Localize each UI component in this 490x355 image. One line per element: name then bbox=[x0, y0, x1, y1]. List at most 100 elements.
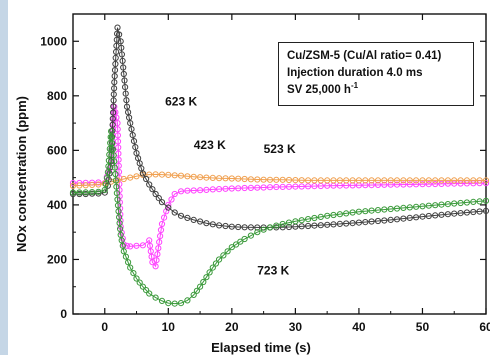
curve-label: 523 K bbox=[264, 142, 296, 156]
data-point bbox=[110, 152, 117, 159]
data-point bbox=[406, 204, 413, 211]
data-point bbox=[463, 177, 470, 184]
data-point bbox=[285, 176, 293, 184]
data-point bbox=[228, 175, 235, 182]
data-point bbox=[463, 199, 470, 206]
data-point bbox=[387, 205, 394, 213]
data-point bbox=[413, 177, 420, 184]
data-point bbox=[368, 218, 375, 225]
data-point bbox=[95, 181, 102, 188]
data-point bbox=[111, 85, 118, 92]
data-point bbox=[76, 182, 83, 189]
data-point bbox=[193, 287, 200, 294]
data-point bbox=[482, 197, 490, 204]
data-point bbox=[190, 173, 197, 180]
data-point bbox=[123, 242, 131, 249]
data-point bbox=[247, 232, 254, 239]
data-point bbox=[116, 214, 123, 221]
data-point bbox=[171, 300, 178, 307]
data-point bbox=[298, 217, 305, 224]
data-point bbox=[438, 180, 445, 187]
data-point bbox=[104, 169, 112, 176]
data-point bbox=[184, 214, 191, 221]
data-point bbox=[113, 36, 120, 43]
data-point bbox=[317, 213, 324, 220]
data-point bbox=[143, 287, 150, 294]
data-point bbox=[349, 177, 356, 184]
data-point bbox=[156, 239, 163, 246]
data-point bbox=[457, 210, 464, 217]
data-point bbox=[113, 114, 120, 121]
data-point bbox=[108, 128, 115, 135]
data-point bbox=[247, 224, 254, 231]
y-tick-label: 200 bbox=[47, 252, 67, 266]
data-point bbox=[111, 79, 118, 86]
data-point bbox=[387, 181, 394, 188]
data-point bbox=[190, 187, 197, 194]
data-point bbox=[228, 185, 235, 192]
data-point bbox=[476, 208, 483, 215]
data-point bbox=[451, 200, 458, 207]
data-point bbox=[203, 220, 210, 227]
data-point bbox=[393, 181, 401, 188]
data-point bbox=[197, 174, 204, 181]
data-point bbox=[317, 222, 324, 229]
x-tick-label: 50 bbox=[416, 320, 430, 334]
data-point bbox=[105, 163, 112, 170]
curve-label: 723 K bbox=[257, 263, 289, 277]
data-point bbox=[103, 175, 111, 182]
data-point bbox=[158, 220, 166, 228]
data-point bbox=[374, 217, 382, 225]
data-point bbox=[121, 77, 128, 84]
data-point bbox=[444, 177, 451, 184]
data-point bbox=[209, 221, 216, 228]
data-point bbox=[146, 171, 153, 178]
data-point bbox=[171, 172, 178, 179]
y-tick-label: 400 bbox=[47, 198, 67, 212]
data-point bbox=[419, 177, 426, 184]
data-point bbox=[368, 177, 375, 184]
data-point bbox=[216, 222, 223, 229]
x-tick-label: 40 bbox=[352, 320, 366, 334]
data-point bbox=[317, 177, 324, 184]
data-point bbox=[76, 189, 83, 196]
data-point bbox=[111, 158, 118, 165]
data-point bbox=[146, 181, 153, 188]
data-point bbox=[343, 177, 350, 184]
data-point bbox=[305, 183, 312, 190]
data-point bbox=[451, 177, 458, 184]
data-point bbox=[113, 48, 120, 56]
data-point bbox=[406, 177, 413, 184]
curve-label: 623 K bbox=[165, 94, 197, 108]
data-point bbox=[362, 219, 369, 226]
data-point bbox=[149, 186, 156, 193]
data-point bbox=[203, 174, 210, 181]
data-point bbox=[153, 257, 160, 264]
data-point bbox=[152, 190, 159, 198]
data-point bbox=[419, 203, 426, 210]
data-point bbox=[216, 186, 223, 193]
data-point bbox=[69, 182, 77, 189]
data-point bbox=[237, 238, 244, 245]
data-point bbox=[107, 139, 114, 147]
data-point bbox=[298, 223, 305, 230]
data-point bbox=[110, 97, 117, 104]
data-point bbox=[438, 177, 445, 184]
data-point bbox=[190, 216, 197, 223]
data-point bbox=[413, 181, 420, 188]
data-point bbox=[438, 211, 445, 218]
data-point bbox=[406, 214, 413, 221]
data-point bbox=[387, 177, 394, 184]
data-point bbox=[116, 220, 123, 227]
data-point bbox=[273, 222, 280, 229]
data-point bbox=[157, 226, 165, 234]
data-point bbox=[298, 177, 305, 184]
data-point bbox=[457, 199, 464, 207]
data-point bbox=[432, 202, 439, 209]
data-point bbox=[482, 207, 490, 214]
data-point bbox=[118, 44, 125, 51]
data-point bbox=[216, 175, 223, 182]
data-point bbox=[139, 242, 146, 249]
data-point bbox=[393, 177, 401, 184]
data-point bbox=[110, 103, 117, 110]
